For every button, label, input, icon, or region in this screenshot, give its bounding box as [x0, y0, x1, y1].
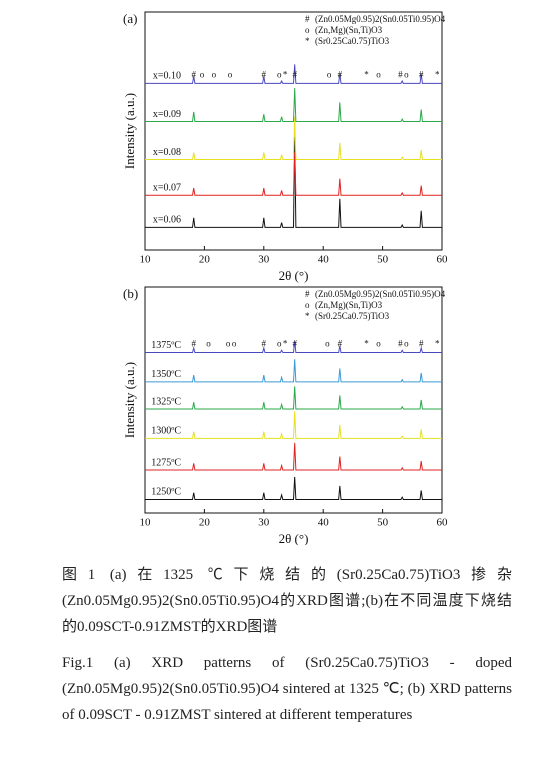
series-label: x=0.10: [153, 71, 181, 82]
x-tick-label: 10: [140, 254, 152, 266]
x-tick-label: 50: [377, 517, 389, 529]
x-tick-label: 30: [258, 517, 270, 529]
legend-label: (Zn,Mg)(Sn,Ti)O3: [315, 25, 383, 35]
legend-symbol: *: [305, 36, 310, 46]
peak-mark: #: [292, 69, 297, 79]
caption-en: Fig.1 (a) XRD patterns of (Sr0.25Ca0.75)…: [62, 655, 512, 723]
peak-mark: o: [327, 69, 332, 79]
xrd-curve: [145, 341, 442, 354]
x-tick-label: 40: [318, 254, 330, 266]
legend-symbol: #: [305, 14, 310, 24]
x-tick-label: 30: [258, 254, 270, 266]
peak-mark: o: [228, 69, 233, 79]
xrd-curve: [145, 64, 442, 84]
series-label: x=0.09: [153, 109, 181, 120]
plot-frame: [144, 286, 443, 514]
peak-mark: o: [206, 339, 211, 349]
peak-mark: o: [226, 339, 231, 349]
peak-mark: o: [212, 69, 217, 79]
figure: 10 20 30 40 50 60 2θ (°) Intensity (a.u.) (a) x=0…: [122, 11, 449, 545]
plot-frame: [144, 11, 443, 251]
peak-mark: o: [232, 339, 237, 349]
peak-mark: #: [262, 69, 267, 79]
caption-zh: 图1 (a)在1325 ℃下烧结的(Sr0.25Ca0.75)TiO3掺杂(Zn…: [62, 567, 512, 635]
y-axis-label: Intensity (a.u.): [122, 93, 137, 169]
peak-mark: *: [364, 339, 369, 349]
peak-mark: #: [419, 339, 424, 349]
series-label: 1250ºC: [151, 487, 181, 498]
panel-label: (b): [123, 286, 138, 301]
x-axis-label: 2θ (°): [279, 531, 309, 545]
legend-symbol: #: [305, 289, 310, 299]
xrd-curve: [145, 411, 442, 439]
x-axis-label: 2θ (°): [279, 268, 309, 283]
series-label: x=0.06: [153, 215, 181, 226]
legend-symbol: o: [305, 25, 310, 35]
xrd-curve: [145, 386, 442, 410]
xrd-curve: [145, 152, 442, 196]
series-label: x=0.08: [153, 147, 181, 158]
legend-symbol: *: [305, 311, 310, 321]
peak-mark: o: [277, 339, 282, 349]
peak-mark: #: [262, 339, 267, 349]
peak-mark: o: [376, 339, 381, 349]
x-tick-label: 60: [437, 254, 449, 266]
peak-mark: o: [376, 69, 381, 79]
legend-label: (Zn,Mg)(Sn,Ti)O3: [315, 300, 383, 310]
series-label: 1375ºC: [151, 340, 181, 351]
peak-mark: #: [191, 339, 196, 349]
xrd-curve: [145, 88, 442, 122]
peak-mark: o: [404, 339, 409, 349]
x-tick-label: 40: [318, 517, 330, 529]
peak-mark: #: [338, 339, 343, 349]
series-label: 1325ºC: [151, 396, 181, 407]
series-label: 1350ºC: [151, 369, 181, 380]
series-label: x=0.07: [153, 183, 181, 194]
peak-mark: o: [277, 69, 282, 79]
y-axis-label: Intensity (a.u.): [122, 362, 137, 438]
peak-mark: *: [435, 69, 440, 79]
x-tick-label: 60: [437, 517, 449, 529]
peak-mark: #: [292, 339, 297, 349]
series-label: 1275ºC: [151, 457, 181, 468]
legend-label: (Sr0.25Ca0.75)TiO3: [315, 311, 390, 321]
xrd-curve: [145, 359, 442, 383]
legend-label: (Sr0.25Ca0.75)TiO3: [315, 36, 390, 46]
x-tick-label: 20: [199, 254, 211, 266]
legend-symbol: o: [305, 300, 310, 310]
peak-mark: #: [398, 339, 403, 349]
peak-mark: *: [283, 69, 288, 79]
peak-mark: #: [398, 69, 403, 79]
panel-label: (a): [123, 11, 137, 26]
xrd-curve: [145, 476, 442, 500]
peak-mark: *: [364, 69, 369, 79]
legend-label: (Zn0.05Mg0.95)2(Sn0.05Ti0.95)O4: [315, 14, 446, 24]
x-tick-label: 10: [140, 517, 152, 529]
peak-mark: #: [419, 69, 424, 79]
legend-label: (Zn0.05Mg0.95)2(Sn0.05Ti0.95)O4: [315, 289, 446, 299]
series-label: 1300ºC: [151, 426, 181, 437]
xrd-curve: [145, 442, 442, 471]
peak-mark: *: [283, 339, 288, 349]
peak-mark: o: [325, 339, 330, 349]
peak-mark: #: [338, 69, 343, 79]
peak-mark: *: [435, 339, 440, 349]
peak-mark: o: [200, 69, 205, 79]
xrd-curve: [145, 136, 442, 228]
x-tick-label: 50: [377, 254, 389, 266]
xrd-curve: [145, 116, 442, 161]
peak-mark: #: [191, 69, 196, 79]
peak-mark: o: [404, 69, 409, 79]
x-tick-label: 20: [199, 517, 211, 529]
